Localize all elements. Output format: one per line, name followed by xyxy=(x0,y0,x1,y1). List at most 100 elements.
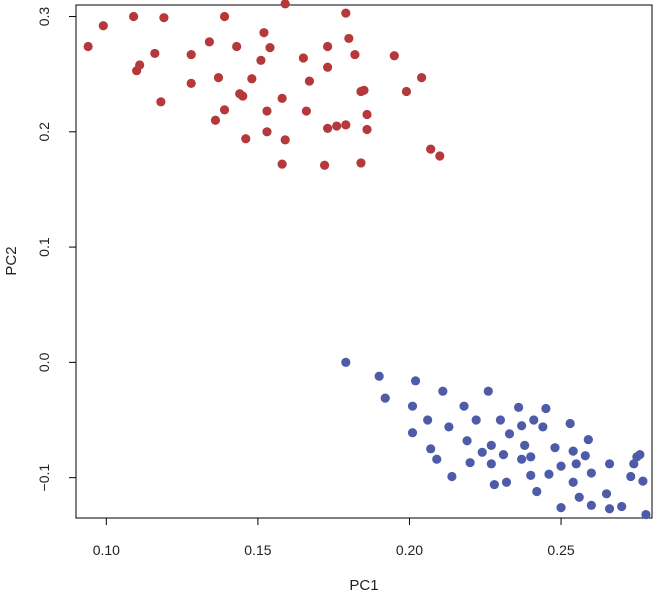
data-point xyxy=(568,477,578,487)
data-point xyxy=(323,123,333,133)
data-point xyxy=(629,459,639,469)
data-point xyxy=(489,479,499,490)
data-point xyxy=(277,159,287,169)
x-tick-label: 0.15 xyxy=(244,542,271,558)
x-tick-label: 0.10 xyxy=(93,542,120,558)
data-point xyxy=(341,357,351,367)
data-point xyxy=(532,486,542,497)
data-point xyxy=(586,500,596,510)
data-point xyxy=(247,74,257,84)
data-point xyxy=(129,11,139,22)
data-point xyxy=(486,440,496,450)
data-point xyxy=(159,13,169,23)
data-point xyxy=(471,415,481,425)
data-point xyxy=(529,415,539,425)
data-point xyxy=(238,91,248,101)
data-point xyxy=(520,440,530,450)
data-point xyxy=(574,492,584,502)
data-point xyxy=(362,124,372,135)
data-point xyxy=(586,468,596,478)
data-point xyxy=(213,73,224,83)
data-point xyxy=(483,386,493,396)
data-point xyxy=(265,43,275,53)
data-point xyxy=(504,429,515,439)
data-point xyxy=(362,109,372,120)
data-point xyxy=(332,121,342,131)
data-point xyxy=(301,106,311,116)
data-point xyxy=(501,477,512,487)
data-point xyxy=(186,49,196,60)
data-point xyxy=(641,509,651,520)
y-axis-title: PC2 xyxy=(3,246,20,275)
data-point xyxy=(262,127,272,137)
data-point xyxy=(401,86,412,97)
data-point xyxy=(232,41,242,52)
data-point xyxy=(517,421,527,431)
data-point xyxy=(635,449,645,460)
data-point xyxy=(407,401,418,411)
data-point xyxy=(514,402,524,412)
data-point xyxy=(435,151,445,161)
data-point xyxy=(556,461,566,471)
data-point xyxy=(380,393,390,403)
data-point xyxy=(604,459,615,469)
data-point xyxy=(304,76,315,86)
data-point xyxy=(219,105,230,115)
data-point xyxy=(465,458,475,468)
data-point xyxy=(459,401,469,411)
y-tick-label: 0.1 xyxy=(36,237,52,257)
data-point xyxy=(186,78,196,88)
data-point xyxy=(626,471,636,482)
data-point xyxy=(538,422,548,432)
data-point xyxy=(341,120,351,130)
data-point xyxy=(444,422,454,432)
data-point xyxy=(262,106,272,116)
data-point xyxy=(583,435,593,445)
data-point xyxy=(356,158,366,168)
data-point xyxy=(319,160,330,170)
data-point xyxy=(359,85,369,95)
data-point xyxy=(417,73,427,83)
y-tick-label: 0.3 xyxy=(36,7,52,27)
data-point xyxy=(350,49,360,60)
data-point xyxy=(389,51,399,61)
data-point xyxy=(495,415,506,425)
x-axis-title: PC1 xyxy=(349,577,378,594)
data-point xyxy=(150,48,160,59)
data-point xyxy=(280,135,290,145)
data-point xyxy=(541,403,551,414)
data-point xyxy=(571,459,581,469)
data-point xyxy=(256,55,266,65)
data-point xyxy=(98,21,108,31)
data-point xyxy=(617,501,627,512)
data-point xyxy=(526,470,536,480)
data-point xyxy=(550,443,560,453)
data-point xyxy=(426,444,436,454)
data-point xyxy=(298,53,308,63)
data-point xyxy=(486,459,496,469)
data-point xyxy=(556,503,566,513)
data-point xyxy=(341,8,351,18)
data-point xyxy=(568,446,578,456)
data-point xyxy=(156,97,166,107)
data-point xyxy=(135,60,145,70)
data-point xyxy=(277,93,287,103)
data-point xyxy=(374,371,384,381)
data-point xyxy=(601,489,612,499)
plot-frame xyxy=(75,4,653,519)
x-axis: 0.10 0.15 0.20 0.25 xyxy=(93,517,575,558)
data-point xyxy=(565,418,575,429)
data-point xyxy=(432,454,442,464)
y-tick-label: 0.0 xyxy=(36,352,52,372)
points-layer xyxy=(83,0,651,520)
y-tick-label: 0.2 xyxy=(36,122,52,142)
data-point xyxy=(323,62,333,72)
data-point xyxy=(544,469,554,479)
data-point xyxy=(241,134,251,144)
data-point xyxy=(344,33,354,44)
data-point xyxy=(83,41,93,52)
data-point xyxy=(323,41,333,52)
y-tick-label: −0.1 xyxy=(36,464,52,492)
data-point xyxy=(410,376,421,386)
